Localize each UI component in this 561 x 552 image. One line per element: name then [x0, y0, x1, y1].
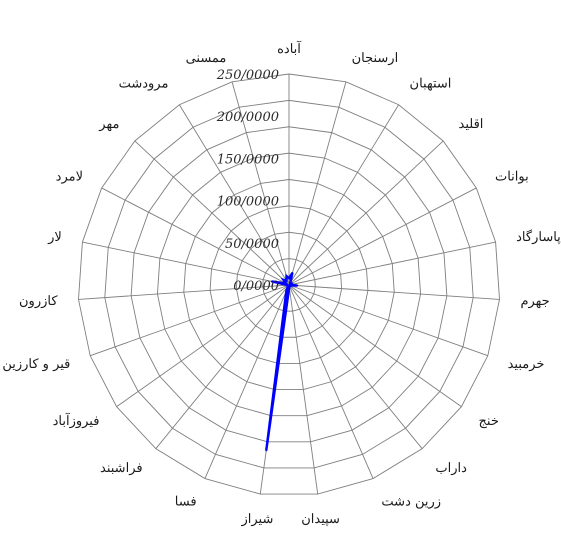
data-point	[296, 284, 299, 287]
category-label: لامرد	[56, 169, 83, 184]
grid-spoke	[288, 284, 488, 357]
grid-spoke	[116, 284, 290, 408]
grid-spoke	[288, 284, 423, 449]
data-point	[270, 280, 273, 283]
grid-ring	[156, 152, 422, 417]
category-label: اقلید	[459, 117, 484, 132]
data-point	[285, 279, 288, 282]
series-layer	[265, 272, 299, 452]
data-point	[288, 286, 291, 288]
category-label: فسا	[175, 494, 197, 509]
grid-spoke	[204, 284, 290, 479]
grid-spoke	[78, 284, 290, 300]
data-point	[291, 272, 294, 274]
data-point	[265, 449, 268, 452]
category-label: پاسارگاد	[516, 229, 561, 245]
radial-tick-label: 200/0000	[216, 110, 279, 125]
grid-spoke	[101, 187, 290, 286]
category-label: فراشبند	[100, 461, 143, 476]
grid-spoke	[231, 81, 290, 286]
category-label: مرودشت	[119, 76, 169, 91]
category-label: قیر و کارزین	[2, 357, 70, 372]
category-label: آباده	[277, 40, 302, 57]
data-point	[288, 277, 290, 280]
category-labels: آباده ارسنجان استهبان اقلید بوانات پاسارگاد جه…	[2, 40, 561, 527]
grid-spoke	[288, 81, 347, 286]
grid-spoke	[288, 284, 462, 408]
grid-ring	[104, 99, 474, 469]
grid-spoke	[155, 284, 290, 449]
data-point	[285, 282, 287, 285]
radial-tick-label: 50/0000	[225, 237, 279, 252]
radial-tick-label: 250/0000	[216, 68, 279, 83]
category-label: خرمبید	[508, 357, 545, 372]
data-point	[291, 282, 294, 285]
category-label: ارسنجان	[352, 51, 399, 66]
grid-ring	[262, 258, 316, 312]
category-label: ممسنی	[186, 51, 227, 66]
data-point	[286, 284, 289, 286]
grid-spoke	[288, 187, 477, 286]
grid-spoke	[288, 140, 444, 286]
data-point	[285, 275, 288, 277]
category-label: فیروزآباد	[53, 412, 100, 429]
grid-spokes	[78, 74, 500, 495]
grid-ring	[78, 73, 500, 495]
category-label: کازرون	[19, 294, 58, 309]
data-point	[282, 279, 285, 281]
grid-ring	[130, 126, 448, 443]
grid-ring	[183, 179, 395, 390]
radial-tick-label: 150/0000	[217, 152, 279, 167]
category-label: استهبان	[410, 76, 452, 91]
radial-tick-label: 100/0000	[217, 195, 279, 210]
category-label: داراب	[435, 461, 467, 476]
grid-ring	[209, 205, 369, 364]
radial-tick-label: 0/0000	[233, 279, 279, 294]
category-label: جهرم	[520, 294, 549, 309]
category-label: لار	[47, 230, 62, 245]
grid-spoke	[288, 104, 400, 286]
grid-spoke	[288, 284, 500, 300]
radial-tick-labels: 0/0000 50/0000 100/0000 150/0000 200/0000 250…	[216, 68, 279, 294]
grid-spoke	[90, 284, 290, 357]
grid-rings	[78, 73, 500, 495]
grid-spoke	[288, 284, 319, 495]
category-label: شیراز	[240, 512, 273, 527]
grid-spoke	[288, 241, 496, 286]
category-label: زرین دشت	[381, 494, 441, 509]
category-label: سپیدان	[301, 512, 340, 527]
data-point	[285, 290, 288, 292]
grid-spoke	[82, 241, 290, 286]
grid-ring	[235, 231, 343, 338]
grid-spoke	[134, 140, 290, 286]
grid-spoke	[178, 104, 290, 286]
category-label: مهر	[98, 117, 119, 132]
category-label: خنج	[479, 414, 499, 429]
category-label: بوانات	[495, 169, 529, 184]
grid-spoke	[288, 284, 374, 479]
